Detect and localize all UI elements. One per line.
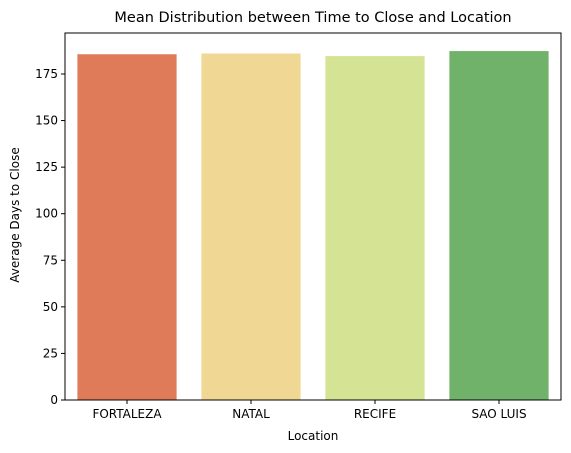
y-tick-label: 175	[35, 67, 58, 81]
axes-frame	[64, 32, 562, 401]
x-tick-label: SAO LUIS	[471, 407, 526, 421]
plot-area: 0 25 50 75 100 125 150 175 FORTALEZA NATAL RECIFE S…	[35, 32, 562, 421]
y-tick-label: 150	[35, 114, 58, 128]
bar-recife	[325, 56, 425, 400]
y-tick-label: 25	[43, 346, 58, 360]
y-axis-label: Average Days to Close	[8, 147, 22, 282]
bar-sao-luis	[449, 51, 549, 400]
y-tick-label: 0	[50, 393, 58, 407]
y-tick-label: 100	[35, 207, 58, 221]
y-tick-label: 50	[43, 300, 58, 314]
y-tick-label: 75	[43, 253, 58, 267]
bar-fortaleza	[77, 54, 177, 401]
x-tick-label: NATAL	[232, 407, 270, 421]
y-tick-label: 125	[35, 160, 58, 174]
x-tick-label: RECIFE	[354, 407, 396, 421]
x-axis-label: Location	[288, 429, 339, 443]
chart-title: Mean Distribution between Time to Close …	[114, 10, 511, 26]
bar-natal	[201, 53, 301, 401]
x-tick-label: FORTALEZA	[92, 407, 162, 421]
